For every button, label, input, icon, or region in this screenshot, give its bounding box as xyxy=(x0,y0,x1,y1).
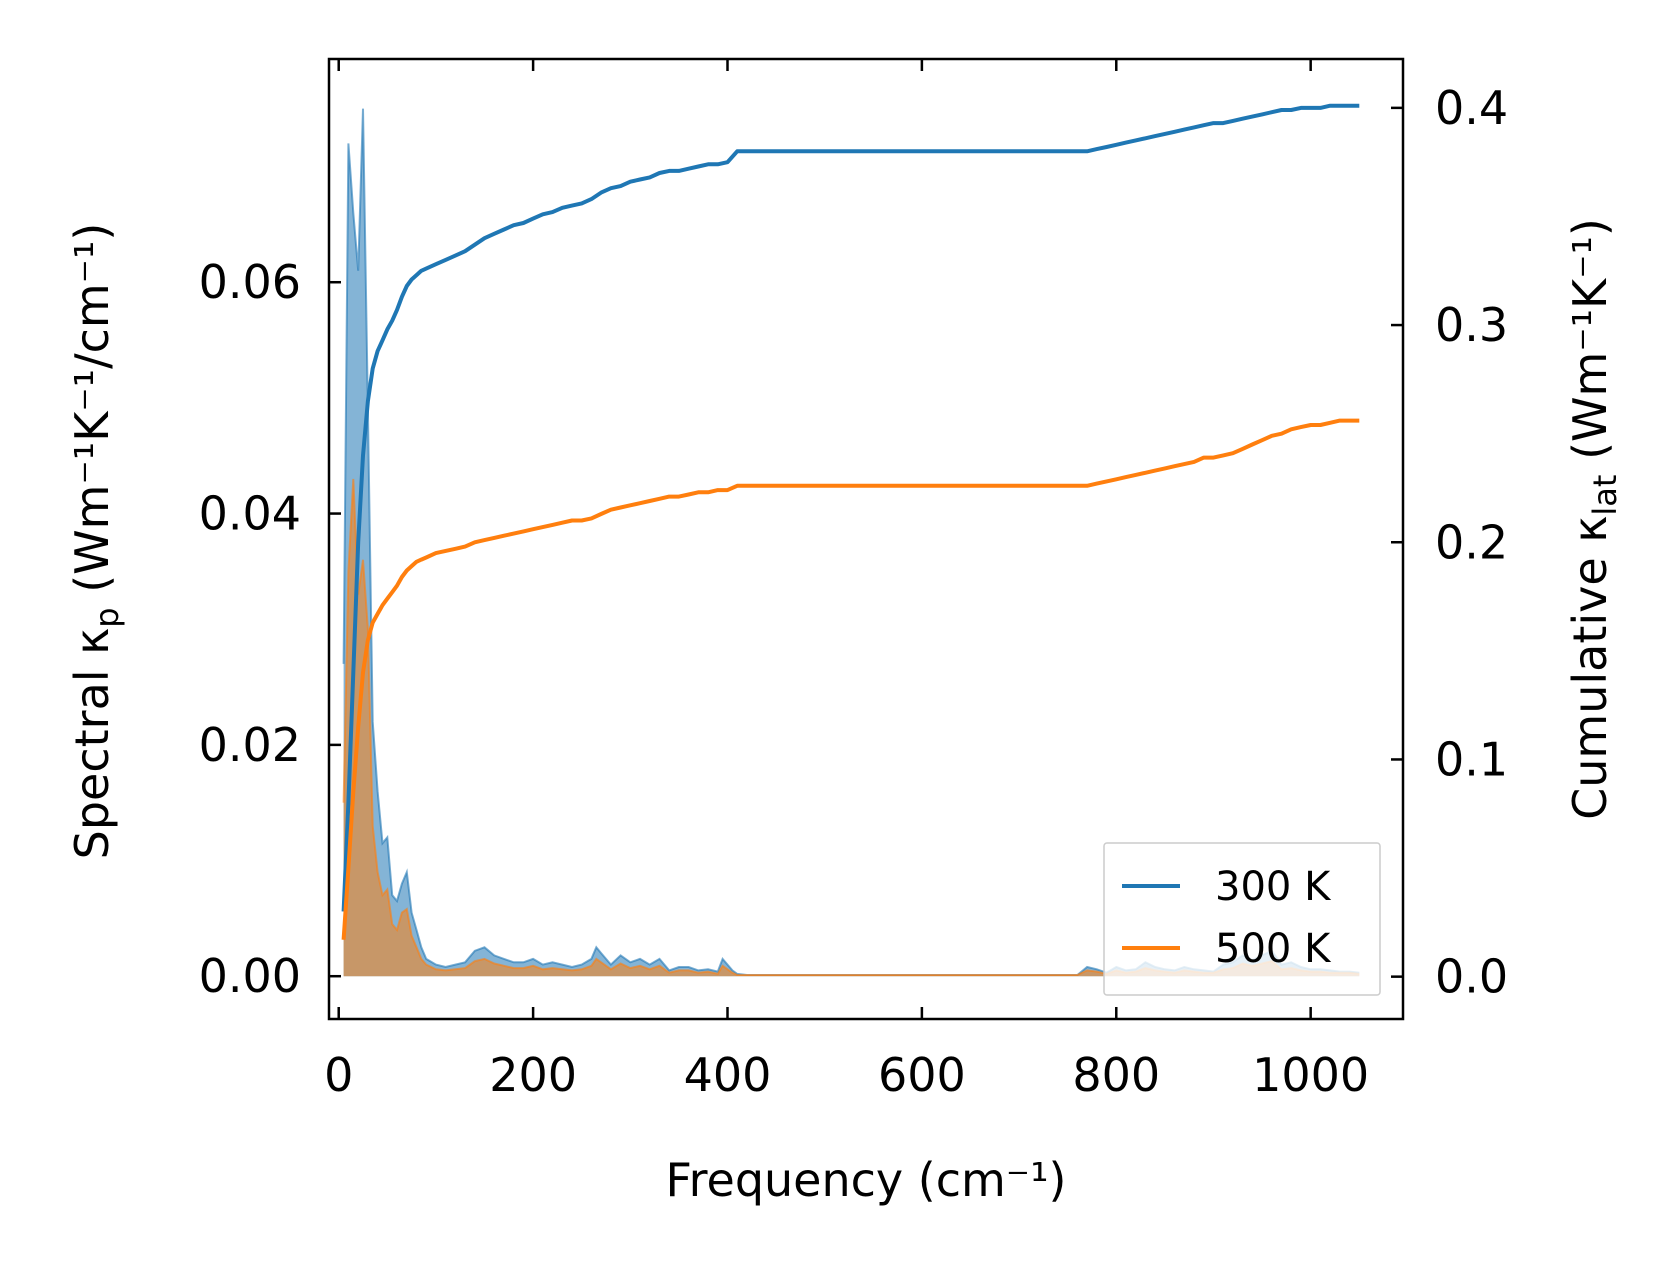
legend-box xyxy=(1103,842,1381,996)
y-axis-left-label-subscript: p xyxy=(88,607,126,627)
y-axis-left-label: Spectral κp (Wm⁻¹K⁻¹/cm⁻¹) xyxy=(65,223,126,860)
cumulative-line-500k xyxy=(341,418,1360,940)
x-tick-label-200: 200 xyxy=(489,1048,577,1102)
series-lines xyxy=(341,103,1360,940)
y-right-tick-label-0: 0.0 xyxy=(1435,950,1508,1004)
y-axis-right-label: Cumulative κlat (Wm⁻¹K⁻¹) xyxy=(1563,218,1624,820)
cumulative-line-300k xyxy=(341,103,1360,912)
x-axis-label: Frequency (cm⁻¹) xyxy=(666,1153,1067,1207)
x-tick-label-0: 0 xyxy=(324,1048,353,1102)
legend-label-300k: 300 K xyxy=(1215,864,1332,910)
y-axis-left-label-suffix: (Wm⁻¹K⁻¹/cm⁻¹) xyxy=(65,223,119,608)
plot-frame xyxy=(327,57,1405,1021)
x-tick-label-600: 600 xyxy=(878,1048,966,1102)
y-right-tick-label-0.3: 0.3 xyxy=(1435,298,1508,352)
y-right-tick-label-0.4: 0.4 xyxy=(1435,81,1508,135)
x-tick-label-1000: 1000 xyxy=(1252,1048,1369,1102)
y-axis-left-label-prefix: Spectral κ xyxy=(65,628,119,860)
y-axis-right-label-suffix: (Wm⁻¹K⁻¹) xyxy=(1563,218,1617,474)
legend-label-500k: 500 K xyxy=(1215,926,1332,972)
y-axis-right-label-subscript: lat xyxy=(1586,475,1624,516)
axis-ticks: 0 200 400 600 800 1000 0.00 0.02 0.04 0.06 0.0 0.1 0… xyxy=(199,59,1508,1102)
y-left-tick-label-0: 0.00 xyxy=(199,949,301,1003)
x-tick-label-400: 400 xyxy=(684,1048,772,1102)
y-left-tick-label-0.02: 0.02 xyxy=(199,718,301,772)
legend: 300 K 500 K xyxy=(1103,842,1381,996)
y-right-tick-label-0.1: 0.1 xyxy=(1435,732,1508,786)
y-left-tick-label-0.04: 0.04 xyxy=(199,487,301,541)
y-axis-right-label-prefix: Cumulative κ xyxy=(1563,516,1617,820)
y-left-tick-label-0.06: 0.06 xyxy=(199,255,301,309)
x-tick-label-800: 800 xyxy=(1072,1048,1160,1102)
y-right-tick-label-0.2: 0.2 xyxy=(1435,515,1508,569)
